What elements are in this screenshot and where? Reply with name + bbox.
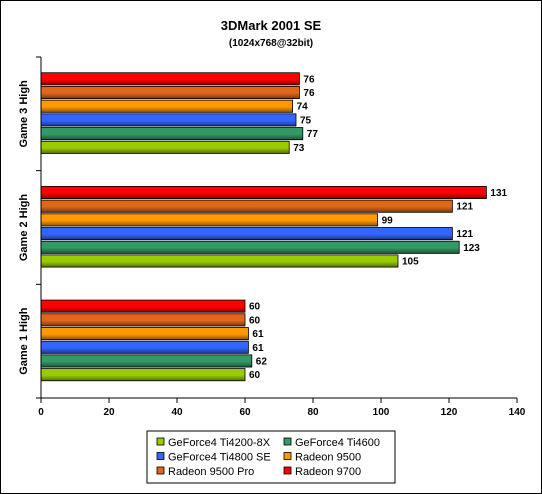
- data-label: 60: [249, 315, 261, 326]
- bar: [40, 213, 379, 227]
- category-label: Game 2 High: [18, 194, 30, 262]
- data-label: 76: [303, 88, 315, 99]
- legend-swatch: [156, 452, 165, 460]
- data-label: 60: [249, 302, 261, 313]
- chart-subtitle: (1024x768@32bit): [229, 38, 313, 49]
- bar: [40, 227, 453, 241]
- x-tick-label: 120: [441, 407, 458, 418]
- legend: GeForce4 Ti4200-8X GeForce4 Ti4600 GeForce…: [146, 430, 396, 484]
- bar: [40, 368, 246, 382]
- data-label: 76: [303, 74, 315, 85]
- legend-entry: Radeon 9500 Pro: [168, 466, 254, 478]
- bar: [40, 86, 300, 100]
- bar: [40, 340, 249, 354]
- category-label: Game 1 High: [18, 307, 30, 375]
- data-label: 74: [297, 102, 309, 113]
- bar: [40, 199, 453, 213]
- bar: [40, 354, 253, 368]
- bar: [40, 72, 300, 86]
- data-label: 123: [463, 243, 480, 254]
- x-tick-label: 20: [103, 407, 115, 418]
- x-tick-label: 0: [38, 407, 44, 418]
- x-tick-label: 140: [509, 407, 526, 418]
- legend-swatch: [283, 466, 292, 475]
- bar-group: 131 121 99 121 123 105: [40, 185, 508, 268]
- legend-entry: Radeon 9700: [295, 466, 361, 478]
- legend-entry: GeForce4 Ti4800 SE: [168, 452, 271, 464]
- x-tick-label: 40: [171, 407, 183, 418]
- x-tick-label: 80: [307, 407, 319, 418]
- bar: [40, 299, 246, 313]
- legend-swatch: [283, 437, 292, 446]
- category-label: Game 3 High: [18, 80, 30, 148]
- data-label: 99: [382, 215, 394, 226]
- data-label: 62: [256, 356, 268, 367]
- legend-entry: GeForce4 Ti4600: [295, 437, 380, 449]
- bar: [40, 127, 304, 141]
- bar-group: 60 60 61 61 62 60: [40, 299, 268, 382]
- data-label: 61: [252, 343, 264, 354]
- data-label: 77: [307, 129, 319, 140]
- legend-swatch: [283, 452, 292, 460]
- chart-title: 3DMark 2001 SE: [221, 18, 322, 33]
- data-label: 73: [293, 143, 305, 154]
- legend-swatch: [156, 437, 165, 446]
- bar: [40, 185, 487, 199]
- bar: [40, 254, 399, 268]
- data-label: 61: [252, 329, 264, 340]
- data-label: 60: [249, 370, 261, 381]
- x-tick-label: 100: [373, 407, 390, 418]
- data-label: 121: [456, 229, 473, 240]
- legend-entry: GeForce4 Ti4200-8X: [168, 437, 271, 449]
- legend-swatch: [156, 466, 165, 475]
- bar: [40, 140, 290, 154]
- x-tick-label: 60: [239, 407, 251, 418]
- legend-entry: Radeon 9500: [295, 452, 361, 464]
- data-label: 75: [300, 115, 312, 126]
- data-label: 131: [490, 188, 507, 199]
- data-label: 105: [402, 257, 419, 268]
- legend-box: [146, 430, 396, 484]
- bar: [40, 313, 246, 327]
- bar: [40, 113, 297, 127]
- bar: [40, 327, 249, 341]
- data-label: 121: [456, 202, 473, 213]
- bar: [40, 240, 460, 254]
- bar: [40, 99, 294, 113]
